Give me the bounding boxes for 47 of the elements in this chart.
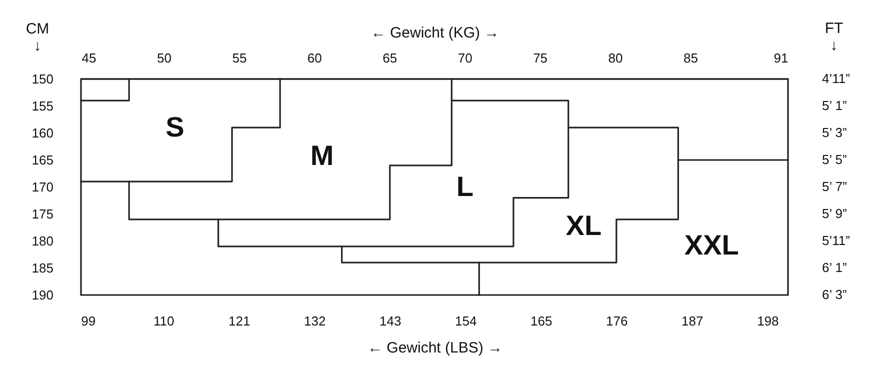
y-tick-label: 180 (32, 234, 54, 248)
annotation: L (456, 171, 474, 202)
x-tick-label: 99 (81, 314, 96, 328)
x-tick-label: 132 (304, 314, 326, 328)
annotation: XXL (684, 229, 739, 260)
x2-tick-label: 60 (307, 50, 322, 66)
x-axis-title: ← Gewicht (LBS) → (367, 340, 503, 356)
y-tick-label: 170 (32, 180, 54, 194)
text: 5’ 3” (822, 125, 847, 140)
x2-tick-label: 65 (382, 50, 398, 66)
x2-tick-label: 70 (458, 50, 472, 66)
y-tick-label: 155 (32, 98, 54, 114)
x2-tick-label: 80 (608, 50, 623, 66)
y-tick-label: 190 (32, 288, 54, 302)
x-tick-label: 198 (757, 314, 779, 328)
x-tick-label: 110 (154, 314, 174, 328)
y-tick-label: 185 (32, 260, 54, 276)
y-tick-label: 165 (32, 152, 54, 168)
x-tick-label: 121 (228, 314, 250, 328)
y-tick-label: 160 (32, 126, 54, 140)
x2-tick-label: 45 (82, 50, 96, 66)
x2-tick-label: 50 (157, 50, 172, 66)
x2-tick-label: 85 (683, 50, 698, 66)
text: 5’ 7” (822, 179, 847, 194)
x-tick-label: 187 (682, 314, 704, 328)
x2-tick-label: 91 (774, 50, 788, 66)
text: 5’ 5” (822, 152, 847, 167)
x-tick-label: 176 (606, 314, 628, 328)
x2-tick-label: 55 (232, 50, 247, 66)
text: 4’11” (822, 71, 850, 86)
y-tick-label: 175 (32, 206, 54, 222)
text: 5’ 9” (822, 206, 847, 221)
x2-tick-label: 75 (533, 50, 548, 66)
text: 5’11” (822, 233, 850, 248)
x-tick-label: 165 (530, 314, 552, 328)
x-tick-label: 154 (455, 314, 477, 328)
y-axis-title: CM ↓ (26, 20, 50, 54)
annotation: S (166, 112, 184, 143)
x2-axis-title: ← Gewicht (KG) → (370, 24, 500, 42)
x-tick-label: 143 (380, 314, 402, 328)
annotation: XL (566, 210, 602, 241)
annotation: M (310, 140, 334, 171)
text: FT ↓ (824, 20, 844, 54)
text: 6’ 3” (822, 287, 847, 302)
text: 5’ 1” (822, 98, 847, 113)
y-tick-label: 150 (32, 72, 54, 86)
text: 6’ 1” (822, 260, 847, 275)
